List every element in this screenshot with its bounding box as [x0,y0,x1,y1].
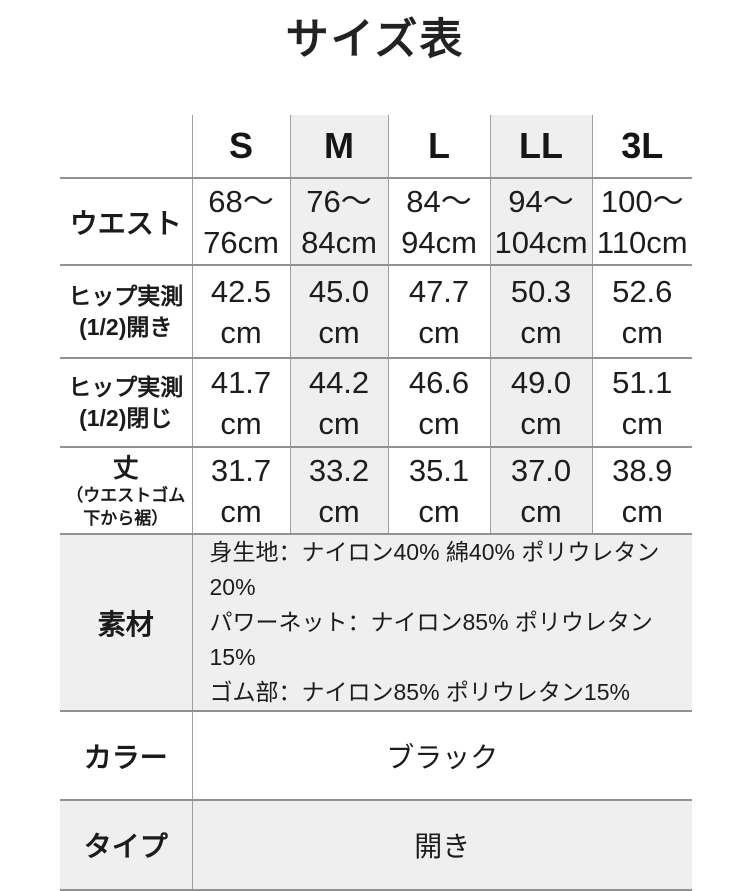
size-chart-page: サイズ表 S M L LL 3L ウエスト 68〜 76cm 76〜 84cm [0,14,750,891]
color-row-label: カラー [60,711,192,801]
header-size-ll: LL [489,115,592,179]
material-row-label: 素材 [60,534,192,712]
hip-closed-row-label: ヒップ実測 (1/2)閉じ [60,358,192,448]
waist-value-3l: 100〜 110cm [591,178,692,266]
length-value-ll: 37.0 cm [489,447,592,535]
hip-open-value-3l: 52.6 cm [591,265,692,359]
length-value-3l: 38.9 cm [591,447,692,535]
hip-open-value-m: 45.0 cm [289,265,388,359]
header-corner-cell [60,115,192,179]
type-row: タイプ 開き [60,800,692,891]
hip-closed-value-l: 46.6 cm [387,358,490,448]
hip-closed-row: ヒップ実測 (1/2)閉じ 41.7 cm 44.2 cm 46.6 cm 49… [60,358,692,448]
header-size-3l: 3L [591,115,692,179]
hip-closed-value-s: 41.7 cm [191,358,290,448]
hip-open-value-ll: 50.3 cm [489,265,592,359]
length-row-label: 丈 （ウエストゴム 下から裾） [60,447,192,535]
header-size-l: L [387,115,490,179]
length-value-l: 35.1 cm [387,447,490,535]
type-row-label: タイプ [60,800,192,891]
hip-closed-value-ll: 49.0 cm [489,358,592,448]
color-value: ブラック [191,711,692,801]
hip-open-value-l: 47.7 cm [387,265,490,359]
hip-open-row-label: ヒップ実測 (1/2)開き [60,265,192,359]
waist-value-s: 68〜 76cm [191,178,290,266]
waist-value-m: 76〜 84cm [289,178,388,266]
length-row: 丈 （ウエストゴム 下から裾） 31.7 cm 33.2 cm 35.1 cm … [60,447,692,535]
page-title: サイズ表 [285,17,465,64]
waist-value-l: 84〜 94cm [387,178,490,266]
color-row: カラー ブラック [60,711,692,801]
header-row: S M L LL 3L [60,115,692,179]
hip-closed-value-3l: 51.1 cm [591,358,692,448]
waist-value-ll: 94〜 104cm [489,178,592,266]
material-row: 素材 身生地：ナイロン40% 綿40% ポリウレタン20% パワーネット：ナイロ… [60,534,692,712]
hip-open-row: ヒップ実測 (1/2)開き 42.5 cm 45.0 cm 47.7 cm 50… [60,265,692,359]
header-size-m: M [289,115,388,179]
type-value: 開き [191,800,692,891]
waist-row: ウエスト 68〜 76cm 76〜 84cm 84〜 94cm 94〜 104c… [60,178,692,266]
length-value-m: 33.2 cm [289,447,388,535]
hip-open-value-s: 42.5 cm [191,265,290,359]
material-value: 身生地：ナイロン40% 綿40% ポリウレタン20% パワーネット：ナイロン85… [191,534,692,712]
hip-closed-value-m: 44.2 cm [289,358,388,448]
header-size-s: S [191,115,290,179]
size-table: S M L LL 3L ウエスト 68〜 76cm 76〜 84cm 84〜 9… [60,115,692,891]
waist-row-label: ウエスト [60,178,192,266]
length-value-s: 31.7 cm [191,447,290,535]
